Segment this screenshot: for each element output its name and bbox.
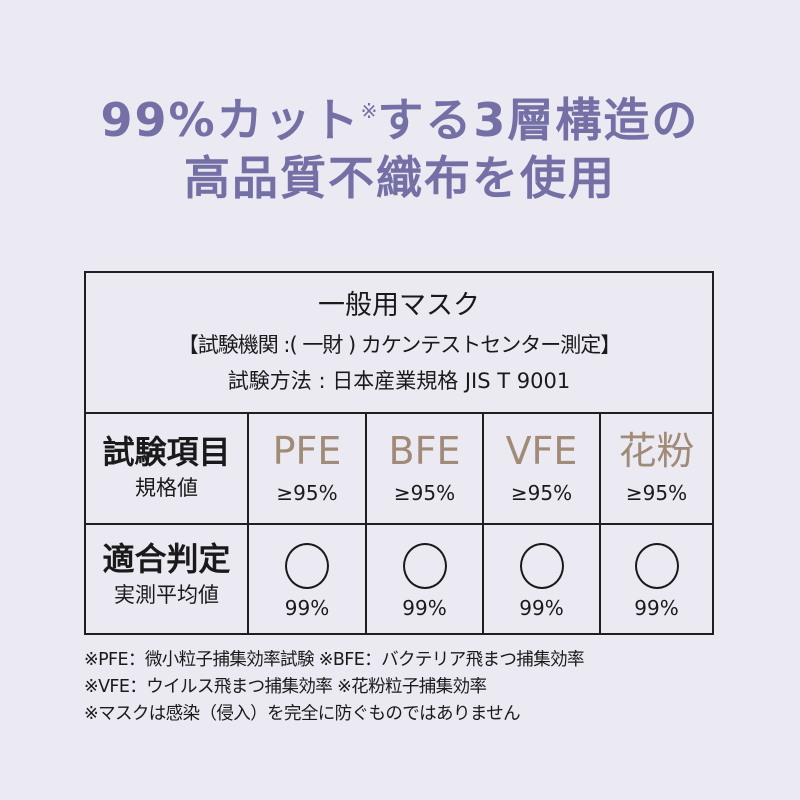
row-sublabel: 規格値: [135, 476, 198, 500]
headline: 99%カット※する3層構造の 高品質不織布を使用: [0, 82, 800, 207]
item-cell-vfe: VFE ≥95%: [482, 414, 599, 523]
table-row-result: 適合判定 実測平均値 99% 99% 99% 99%: [86, 525, 712, 633]
result-cell-bfe: 99%: [365, 525, 482, 633]
item-standard: ≥95%: [510, 481, 573, 505]
row-label: 試験項目: [102, 433, 231, 471]
pass-circle-icon: [285, 543, 329, 589]
pass-circle-icon: [519, 543, 564, 589]
item-name: PFE: [272, 429, 342, 473]
item-cell-bfe: BFE ≥95%: [365, 414, 482, 523]
item-standard: ≥95%: [393, 481, 456, 505]
measured-value: 99%: [634, 596, 679, 620]
table-title: 一般用マスク: [318, 290, 480, 321]
headline-line-1: 99%カット※する3層構造の: [0, 82, 800, 149]
headline-structure: する3層構造の: [377, 93, 700, 147]
measured-value: 99%: [519, 596, 564, 620]
row-header-cell: 試験項目 規格値: [86, 414, 247, 523]
item-standard: ≥95%: [625, 481, 688, 505]
result-cell-pfe: 99%: [247, 525, 365, 633]
item-cell-pollen: 花粉 ≥95%: [599, 414, 712, 523]
footnote-line: ※マスクは感染（侵入）を完全に防ぐものではありません: [84, 704, 521, 724]
row-sublabel: 実測平均値: [114, 583, 219, 607]
footnote-line: ※PFE：微小粒子捕集効率試験 ※BFE：バクテリア飛まつ捕集効率: [84, 650, 585, 670]
test-method: 試験方法 : 日本産業規格 JIS T 9001: [227, 369, 571, 393]
result-cell-pollen: 99%: [599, 525, 712, 633]
item-cell-pfe: PFE ≥95%: [247, 414, 365, 523]
row-header-cell: 適合判定 実測平均値: [86, 525, 247, 633]
footnote-mark: ※: [360, 99, 378, 123]
row-label: 適合判定: [102, 540, 231, 578]
measured-value: 99%: [284, 596, 330, 620]
headline-line-2: 高品質不織布を使用: [184, 151, 616, 205]
test-results-table: 一般用マスク 【試験機関 :( 一財 ) カケンテストセンター測定】 試験方法 …: [84, 271, 714, 635]
result-cell-vfe: 99%: [482, 525, 599, 633]
headline-cut-rate: 99%カット: [100, 93, 361, 147]
footnote-line: ※VFE：ウイルス飛まつ捕集効率 ※花粉粒子捕集効率: [84, 677, 487, 697]
item-name: 花粉: [618, 429, 695, 473]
item-name: BFE: [388, 429, 461, 473]
item-standard: ≥95%: [276, 481, 338, 505]
test-institution: 【試験機関 :( 一財 ) カケンテストセンター測定】: [177, 333, 622, 357]
table-row-standard: 試験項目 規格値 PFE ≥95% BFE ≥95% VFE ≥95% 花粉 ≥…: [86, 414, 712, 525]
pass-circle-icon: [634, 543, 679, 589]
pass-circle-icon: [402, 543, 447, 589]
table-header: 一般用マスク 【試験機関 :( 一財 ) カケンテストセンター測定】 試験方法 …: [86, 273, 712, 414]
item-name: VFE: [505, 429, 578, 473]
footnotes: ※PFE：微小粒子捕集効率試験 ※BFE：バクテリア飛まつ捕集効率 ※VFE：ウ…: [84, 647, 585, 728]
measured-value: 99%: [402, 596, 447, 620]
